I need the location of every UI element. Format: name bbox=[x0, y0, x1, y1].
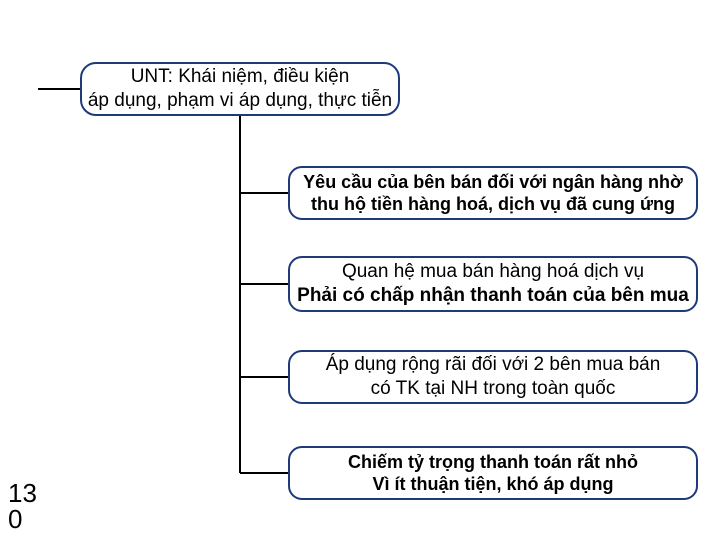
connector-branch-c4 bbox=[240, 472, 288, 474]
child-node-c3: Áp dụng rộng rãi đối với 2 bên mua báncó… bbox=[288, 350, 698, 404]
child-c2-line2: Phải có chấp nhận thanh toán của bên mua bbox=[297, 284, 689, 308]
root-node: UNT: Khái niệm, điều kiện áp dụng, phạm … bbox=[80, 62, 400, 116]
connector-root-stub bbox=[38, 88, 80, 90]
child-c1-line1: Yêu cầu của bên bán đối với ngân hàng nh… bbox=[303, 171, 683, 194]
page-number: 13 0 bbox=[8, 480, 37, 532]
root-line2: áp dụng, phạm vi áp dụng, thực tiễn bbox=[88, 89, 392, 113]
connector-branch-c2 bbox=[240, 283, 288, 285]
connector-trunk bbox=[239, 116, 241, 473]
child-c1-line2: thu hộ tiền hàng hoá, dịch vụ đã cung ứn… bbox=[311, 193, 675, 216]
child-c2-line1: Quan hệ mua bán hàng hoá dịch vụ bbox=[342, 260, 644, 284]
child-c3-line2: có TK tại NH trong toàn quốc bbox=[371, 377, 616, 401]
child-node-c2: Quan hệ mua bán hàng hoá dịch vụPhải có … bbox=[288, 256, 698, 312]
child-c4-line1: Chiếm tỷ trọng thanh toán rất nhỏ bbox=[348, 451, 638, 474]
root-line1: UNT: Khái niệm, điều kiện bbox=[131, 65, 350, 89]
connector-branch-c1 bbox=[240, 192, 288, 194]
child-c4-line2: Vì ít thuận tiện, khó áp dụng bbox=[373, 473, 614, 496]
child-node-c4: Chiếm tỷ trọng thanh toán rất nhỏVì ít t… bbox=[288, 446, 698, 500]
page-number-line1: 13 bbox=[8, 480, 37, 506]
diagram-canvas: UNT: Khái niệm, điều kiện áp dụng, phạm … bbox=[0, 0, 720, 540]
child-node-c1: Yêu cầu của bên bán đối với ngân hàng nh… bbox=[288, 166, 698, 220]
connector-branch-c3 bbox=[240, 376, 288, 378]
child-c3-line1: Áp dụng rộng rãi đối với 2 bên mua bán bbox=[326, 353, 661, 377]
page-number-line2: 0 bbox=[8, 506, 37, 532]
